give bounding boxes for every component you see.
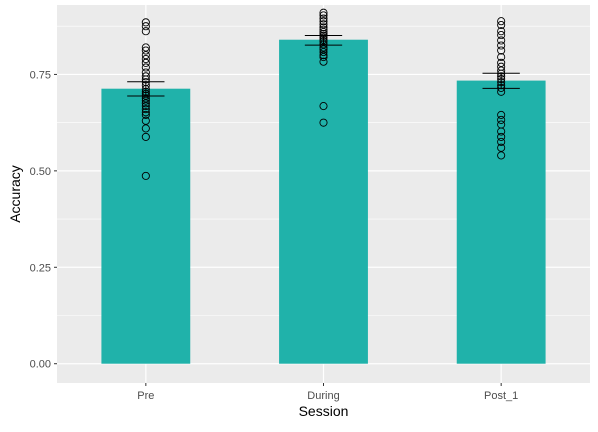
data-point — [141, 18, 150, 27]
data-point — [497, 72, 506, 81]
data-point — [319, 14, 328, 23]
data-point — [319, 29, 328, 38]
data-point — [319, 25, 328, 34]
y-tick-label: 0.00 — [30, 359, 51, 371]
data-point — [141, 43, 150, 52]
data-point — [141, 124, 150, 133]
data-point — [141, 132, 150, 141]
data-point — [319, 23, 328, 32]
y-axis-title: Accuracy — [7, 165, 23, 223]
x-tick-label: During — [307, 390, 339, 402]
data-point — [319, 31, 328, 40]
data-point — [319, 35, 328, 44]
bar-post_1 — [456, 80, 546, 364]
data-point — [319, 57, 328, 66]
x-tick-label: Post_1 — [484, 390, 518, 402]
data-point — [141, 72, 150, 81]
data-point — [141, 102, 150, 111]
data-point — [319, 37, 328, 46]
data-point — [497, 36, 506, 45]
data-point — [497, 132, 506, 141]
data-point — [319, 17, 328, 26]
data-point — [141, 58, 150, 67]
data-point — [497, 115, 506, 124]
data-point — [497, 81, 506, 90]
data-point — [497, 137, 506, 146]
data-point — [497, 75, 506, 84]
data-point — [319, 53, 328, 62]
data-point — [497, 143, 506, 152]
data-point — [497, 58, 506, 67]
data-point — [141, 94, 150, 103]
data-point — [141, 54, 150, 64]
data-point — [141, 87, 150, 96]
x-axis: Pre During Post_1 — [137, 383, 518, 402]
data-point — [141, 51, 150, 60]
bar-pre — [101, 88, 191, 364]
data-point — [319, 11, 328, 20]
data-point — [141, 105, 150, 114]
data-point — [141, 108, 150, 117]
data-point — [497, 17, 506, 26]
data-point — [497, 110, 506, 119]
data-point — [497, 78, 506, 87]
data-point — [319, 51, 328, 60]
data-point — [497, 46, 506, 55]
data-point — [141, 81, 150, 90]
bar-during — [279, 39, 368, 364]
data-point — [319, 8, 328, 17]
data-point — [141, 75, 150, 84]
y-axis: 0.00 0.25 0.50 0.75 — [30, 69, 57, 371]
data-point — [319, 20, 328, 29]
data-point — [319, 102, 328, 111]
data-point — [141, 99, 150, 108]
data-point — [141, 96, 150, 105]
data-point — [141, 46, 150, 55]
data-point — [141, 85, 150, 94]
data-point — [319, 27, 328, 37]
data-point — [497, 87, 506, 96]
data-point — [319, 40, 328, 49]
data-point — [497, 66, 506, 75]
data-point — [319, 43, 328, 52]
y-tick-label: 0.25 — [30, 262, 51, 274]
data-point — [319, 118, 328, 127]
data-point — [141, 27, 150, 36]
x-tick-label: Pre — [137, 390, 154, 402]
data-point — [141, 110, 150, 119]
y-tick-label: 0.50 — [30, 166, 51, 178]
data-point — [497, 21, 506, 30]
data-point — [497, 41, 506, 50]
data-point — [319, 45, 328, 54]
data-point — [497, 127, 506, 136]
data-points — [141, 8, 506, 180]
data-point — [497, 69, 506, 78]
data-point — [319, 33, 328, 42]
data-point — [141, 63, 150, 72]
data-point — [497, 83, 506, 92]
data-point — [141, 91, 150, 100]
data-point — [319, 48, 328, 57]
data-point — [141, 171, 150, 180]
y-tick-label: 0.75 — [30, 69, 51, 81]
data-point — [141, 116, 150, 125]
data-point — [497, 151, 506, 160]
data-point — [497, 53, 506, 62]
data-point — [141, 22, 150, 31]
data-point — [497, 31, 506, 40]
data-point — [497, 27, 506, 36]
x-axis-title: Session — [299, 403, 349, 419]
